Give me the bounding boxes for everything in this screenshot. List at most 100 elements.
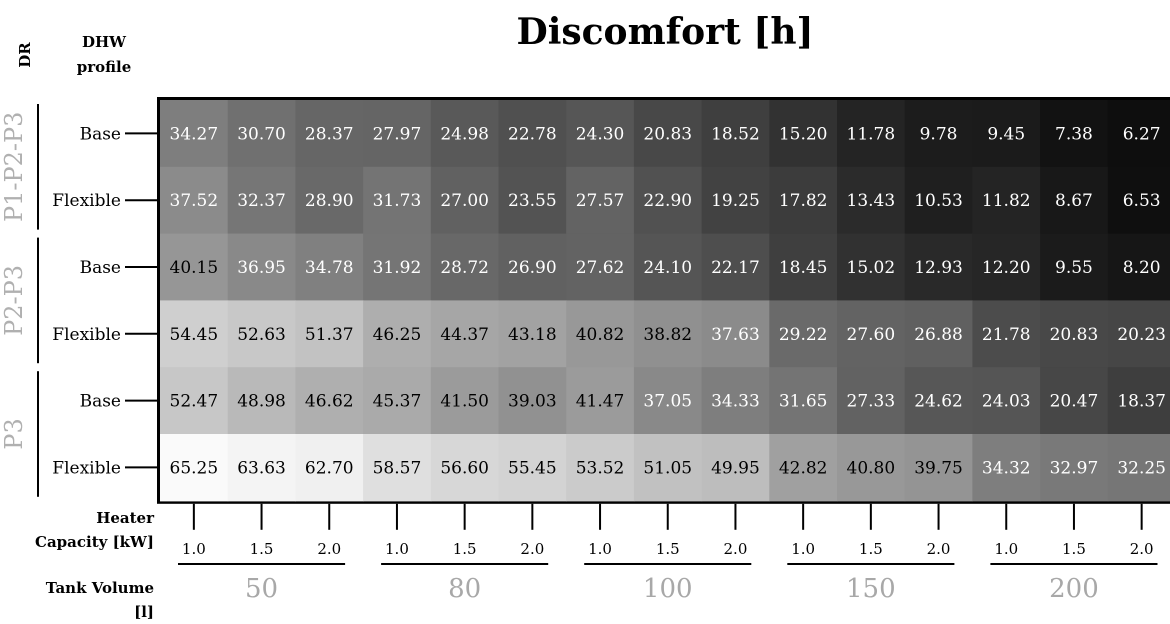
cell-value-label: 44.37 <box>440 325 489 345</box>
cell-value-label: 22.17 <box>711 258 760 278</box>
cell-value-label: 53.52 <box>576 458 625 478</box>
heatmap-cell <box>972 434 1041 502</box>
cell-value-label: 24.10 <box>643 258 692 278</box>
heatmap-cell <box>160 300 229 368</box>
heatmap-cell <box>972 166 1041 235</box>
cell-value-label: 62.70 <box>305 458 354 478</box>
heatmap-cell <box>701 367 770 435</box>
cell-value-label: 12.20 <box>982 258 1031 278</box>
cell-value-label: 12.93 <box>914 258 963 278</box>
heatmap-cell <box>160 367 229 435</box>
row-label: Base <box>80 124 121 144</box>
heatmap-cell <box>430 233 500 301</box>
cell-value-label: 26.90 <box>508 258 557 278</box>
cell-value-label: 29.22 <box>779 325 828 345</box>
heatmap-cell <box>769 100 838 168</box>
cell-value-label: 20.83 <box>1050 325 1099 345</box>
tank-volume-label: 150 <box>846 574 896 604</box>
cell-value-label: 36.95 <box>237 258 286 278</box>
heatmap-cell <box>633 233 703 301</box>
heatmap-cell <box>566 367 635 435</box>
heatmap-cell <box>1107 434 1170 502</box>
cell-value-label: 56.60 <box>440 458 489 478</box>
heatmap-cell <box>227 434 296 502</box>
cell-value-label: 41.47 <box>576 392 625 412</box>
heatmap-cell <box>1040 367 1109 435</box>
cell-value-label: 51.37 <box>305 325 354 345</box>
heatmap-cell <box>566 233 635 301</box>
cell-value-label: 34.32 <box>982 458 1031 478</box>
heatmap-cell <box>498 166 567 235</box>
heatmap-cell <box>1040 100 1109 168</box>
row-label: Flexible <box>52 325 121 345</box>
x-tick-label: 1.0 <box>182 540 206 558</box>
row-label: Base <box>80 392 121 412</box>
heatmap-cell <box>498 100 567 168</box>
cell-value-label: 20.23 <box>1117 325 1166 345</box>
cell-value-label: 37.63 <box>711 325 760 345</box>
cell-value-label: 41.50 <box>440 392 489 412</box>
heatmap-cell <box>701 166 770 235</box>
heatmap-cell <box>295 100 364 168</box>
heatmap-cell <box>904 434 973 502</box>
heatmap-cell <box>498 434 567 502</box>
cell-value-label: 32.37 <box>237 191 286 211</box>
cell-value-label: 31.65 <box>779 392 828 412</box>
heatmap-cell <box>160 434 229 502</box>
heatmap-cell <box>769 233 838 301</box>
heatmap-cell <box>769 300 838 368</box>
cell-value-label: 7.38 <box>1055 124 1093 144</box>
cell-value-label: 13.43 <box>847 191 896 211</box>
heatmap-cell <box>295 233 364 301</box>
heatmap-cell <box>566 166 635 235</box>
tank-axis-title: Tank Volume <box>46 579 154 597</box>
cell-value-label: 40.15 <box>170 258 219 278</box>
heatmap-cell <box>1107 367 1170 435</box>
chart-title: Discomfort [h] <box>516 11 813 53</box>
heatmap-cell <box>1107 166 1170 235</box>
cell-value-label: 21.78 <box>982 325 1031 345</box>
tank-volume-label: 80 <box>448 574 481 604</box>
cell-value-label: 20.47 <box>1050 392 1099 412</box>
heatmap-cell <box>295 434 364 502</box>
x-tick-label: 2.0 <box>927 540 951 558</box>
cell-value-label: 24.98 <box>440 124 489 144</box>
heatmap-cell <box>498 233 567 301</box>
row-labels: Base Flexible Base Flexible Base Flexible <box>52 124 157 478</box>
heatmap-cell <box>566 300 635 368</box>
heatmap-cell <box>1107 300 1170 368</box>
heatmap-cell <box>430 434 500 502</box>
cell-value-label: 23.55 <box>508 191 557 211</box>
cell-value-label: 27.57 <box>576 191 625 211</box>
x-tick-label: 2.0 <box>520 540 544 558</box>
x-tick-label: 1.5 <box>250 540 274 558</box>
heatmap-cell <box>904 233 973 301</box>
cell-value-label: 30.70 <box>237 124 286 144</box>
heatmap-cell <box>837 100 906 168</box>
cell-value-label: 24.03 <box>982 392 1031 412</box>
cell-value-label: 34.78 <box>305 258 354 278</box>
heatmap-cell <box>972 100 1041 168</box>
row-label: Base <box>80 258 121 278</box>
heatmap-cell <box>837 434 906 502</box>
heatmap-cell <box>701 233 770 301</box>
cell-value-label: 31.92 <box>373 258 422 278</box>
cell-value-label: 27.00 <box>440 191 489 211</box>
heatmap-cell <box>633 434 703 502</box>
heatmap-cell <box>566 434 635 502</box>
heatmap-cell <box>769 434 838 502</box>
heatmap-cell <box>633 367 703 435</box>
heatmap-cell <box>363 367 432 435</box>
tank-axis-title: [l] <box>134 603 154 621</box>
heatmap-cell <box>972 367 1041 435</box>
cell-value-label: 9.78 <box>920 124 958 144</box>
heatmap-cell <box>227 367 296 435</box>
x-tick-label: 2.0 <box>724 540 748 558</box>
dr-group-labels: P1-P2-P3 P2-P3 P3 <box>0 104 39 497</box>
cell-value-label: 9.55 <box>1055 258 1093 278</box>
cell-value-label: 37.05 <box>643 392 692 412</box>
dhw-header-line: DHW <box>82 33 127 51</box>
cell-value-label: 52.63 <box>237 325 286 345</box>
heatmap-cell <box>363 300 432 368</box>
